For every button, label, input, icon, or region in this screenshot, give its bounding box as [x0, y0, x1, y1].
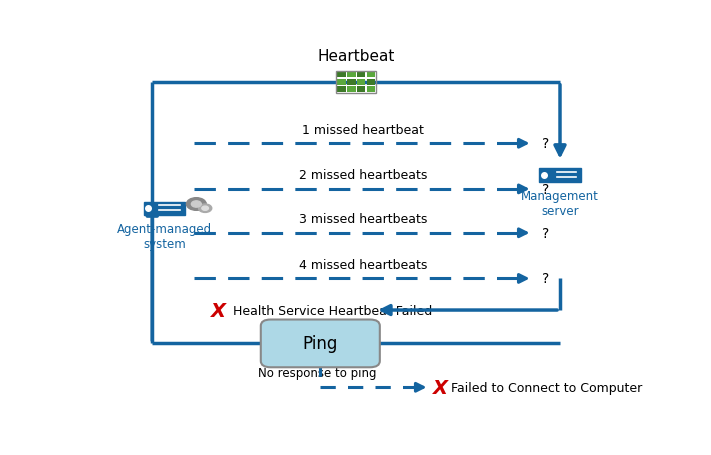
Text: ?: ? [542, 182, 550, 197]
Bar [367, 79, 375, 86]
Text: 3 missed heartbeats: 3 missed heartbeats [299, 212, 427, 226]
Bar [338, 79, 346, 86]
Circle shape [191, 202, 201, 207]
Text: Management
server: Management server [521, 189, 599, 217]
Bar [336, 72, 376, 93]
Text: ?: ? [542, 272, 550, 286]
Bar [357, 86, 365, 93]
Bar [367, 72, 375, 78]
Bar [347, 79, 356, 86]
FancyBboxPatch shape [261, 320, 380, 368]
Bar [357, 72, 365, 78]
Circle shape [186, 198, 206, 211]
Text: X: X [433, 378, 448, 397]
Bar [347, 72, 356, 78]
Text: 4 missed heartbeats: 4 missed heartbeats [299, 258, 427, 271]
Text: X: X [211, 301, 226, 320]
Bar [338, 72, 346, 78]
Circle shape [198, 205, 212, 213]
Text: No response to ping: No response to ping [258, 366, 377, 379]
Text: 2 missed heartbeats: 2 missed heartbeats [299, 169, 427, 182]
Text: ?: ? [542, 137, 550, 151]
Text: 1 missed heartbeat: 1 missed heartbeat [302, 123, 424, 136]
Text: Heartbeat: Heartbeat [317, 49, 395, 64]
Text: Failed to Connect to Computer: Failed to Connect to Computer [451, 381, 643, 394]
Bar [367, 86, 375, 93]
Circle shape [202, 207, 208, 211]
Bar [357, 79, 365, 86]
Text: Agent-managed
system: Agent-managed system [117, 222, 212, 250]
Bar [338, 86, 346, 93]
Text: Ping: Ping [303, 335, 338, 353]
Text: Health Service Heartbeat Failed: Health Service Heartbeat Failed [233, 304, 432, 317]
Bar [347, 86, 356, 93]
Bar [540, 169, 581, 182]
Bar [144, 202, 186, 215]
Text: ?: ? [542, 226, 550, 240]
